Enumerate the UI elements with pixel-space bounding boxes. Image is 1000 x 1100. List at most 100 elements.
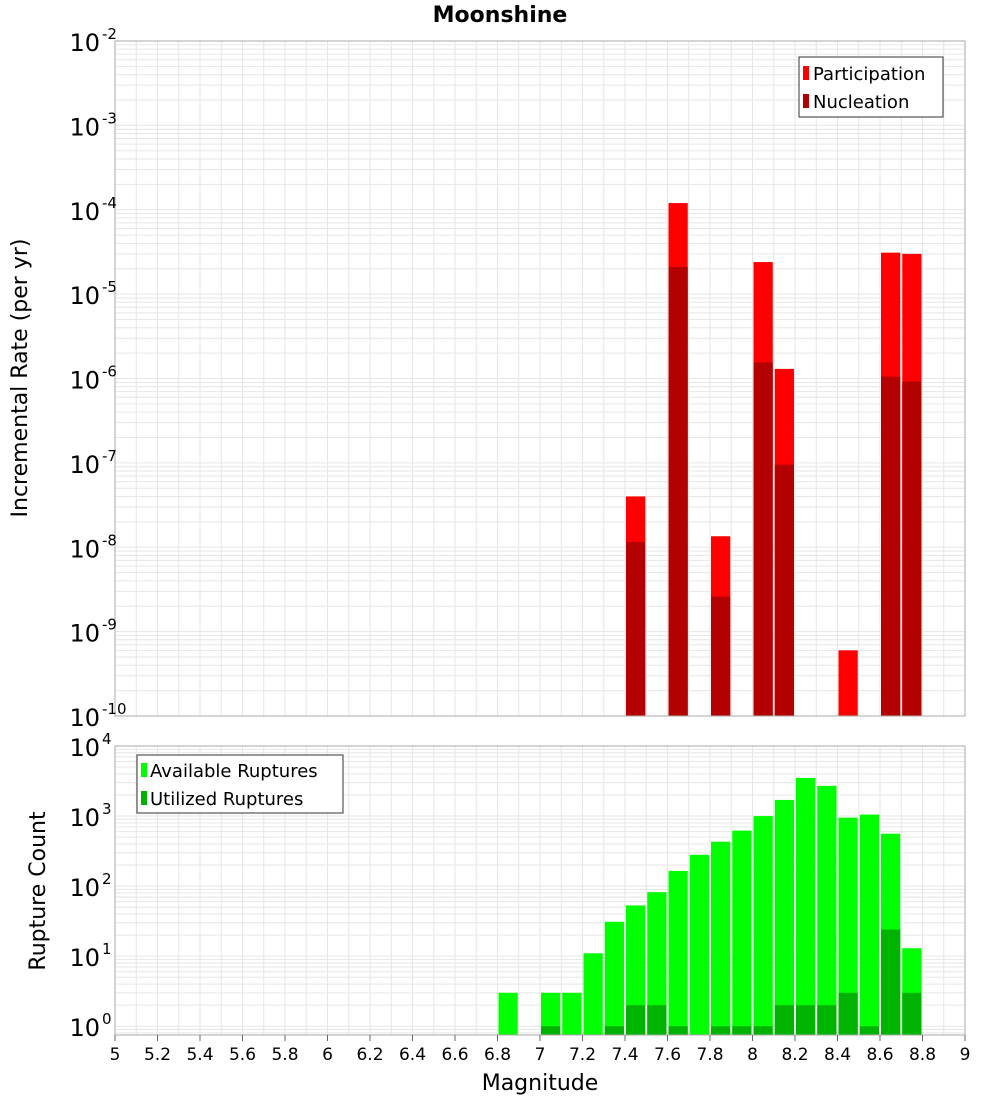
nucleation-bar bbox=[626, 542, 646, 716]
y-tick-base: 10 bbox=[69, 704, 100, 732]
utilized-ruptures-bar bbox=[711, 1026, 731, 1035]
utilized-ruptures-bar bbox=[626, 1005, 646, 1035]
available-ruptures-bar bbox=[626, 905, 646, 1035]
x-axis-label: Magnitude bbox=[482, 1071, 599, 1096]
legend-swatch-utilized bbox=[141, 791, 147, 805]
y-tick-base: 10 bbox=[69, 29, 100, 57]
x-tick-label: 8 bbox=[747, 1045, 758, 1065]
available-ruptures-bar bbox=[796, 777, 816, 1035]
y-tick-base: 10 bbox=[69, 282, 100, 310]
y-tick-base: 10 bbox=[69, 804, 100, 832]
y-tick-base: 10 bbox=[69, 874, 100, 902]
x-tick-label: 8.6 bbox=[866, 1045, 893, 1065]
bottom-legend: Available Ruptures Utilized Ruptures bbox=[136, 754, 344, 814]
y-tick-base: 10 bbox=[69, 198, 100, 226]
utilized-ruptures-bar bbox=[902, 992, 922, 1035]
x-tick-label: 5 bbox=[110, 1045, 121, 1065]
participation-bar bbox=[838, 650, 858, 716]
x-tick-label: 7 bbox=[535, 1045, 546, 1065]
utilized-ruptures-bar bbox=[753, 1026, 773, 1035]
available-ruptures-bar bbox=[753, 816, 773, 1035]
top-bars bbox=[626, 203, 922, 716]
nucleation-bar bbox=[711, 596, 731, 716]
y-tick-label: 10 -9 bbox=[69, 616, 117, 648]
nucleation-bar bbox=[774, 464, 794, 716]
y-tick-label: 10 3 bbox=[69, 800, 111, 832]
y-tick-exponent: -6 bbox=[102, 363, 117, 381]
bottom-bars bbox=[498, 777, 922, 1035]
x-tick-label: 7.4 bbox=[611, 1045, 638, 1065]
y-tick-exponent: -3 bbox=[102, 109, 117, 127]
y-tick-exponent: -4 bbox=[102, 194, 117, 212]
x-tick-label: 6.2 bbox=[356, 1045, 383, 1065]
legend-label-available: Available Ruptures bbox=[150, 761, 318, 782]
y-tick-base: 10 bbox=[69, 113, 100, 141]
y-tick-label: 10 4 bbox=[69, 730, 111, 762]
bottom-y-axis-label: Rupture Count bbox=[26, 811, 51, 971]
available-ruptures-bar bbox=[541, 992, 561, 1035]
top-panel: 10-210-310-410-510-610-710-810-910-10 In… bbox=[8, 25, 966, 732]
available-ruptures-bar bbox=[859, 814, 879, 1035]
y-tick-exponent: -7 bbox=[102, 447, 117, 465]
y-tick-exponent: 4 bbox=[102, 730, 112, 748]
available-ruptures-bar bbox=[498, 992, 518, 1035]
available-ruptures-bar bbox=[689, 854, 709, 1035]
y-tick-exponent: 0 bbox=[102, 1010, 112, 1028]
x-tick-label: 6.6 bbox=[441, 1045, 468, 1065]
available-ruptures-bar bbox=[583, 953, 603, 1035]
y-tick-label: 10 -4 bbox=[69, 194, 117, 226]
nucleation-bar bbox=[753, 362, 773, 716]
chart-title: Moonshine bbox=[433, 3, 568, 28]
top-plot-frame bbox=[114, 40, 966, 717]
top-y-axis-label: Incremental Rate (per yr) bbox=[8, 239, 33, 518]
bottom-grid bbox=[114, 745, 966, 1035]
y-tick-base: 10 bbox=[69, 734, 100, 762]
x-tick-label: 7.2 bbox=[569, 1045, 596, 1065]
y-tick-label: 10 -5 bbox=[69, 278, 117, 310]
y-tick-exponent: -5 bbox=[102, 278, 117, 296]
utilized-ruptures-bar bbox=[859, 1026, 879, 1035]
x-tick-label: 5.2 bbox=[144, 1045, 171, 1065]
legend-swatch-participation bbox=[803, 66, 809, 80]
available-ruptures-bar bbox=[838, 817, 858, 1035]
y-tick-exponent: 3 bbox=[102, 800, 112, 818]
available-ruptures-bar bbox=[817, 785, 837, 1035]
x-tick-label: 8.2 bbox=[781, 1045, 808, 1065]
legend-label-utilized: Utilized Ruptures bbox=[150, 789, 303, 810]
x-tick-label: 6 bbox=[322, 1045, 333, 1065]
legend-label-participation: Participation bbox=[813, 64, 925, 85]
y-tick-label: 10 -10 bbox=[69, 700, 126, 732]
x-tick-label: 7.6 bbox=[654, 1045, 681, 1065]
utilized-ruptures-bar bbox=[881, 929, 901, 1035]
y-tick-exponent: -10 bbox=[102, 700, 127, 718]
nucleation-bar bbox=[881, 376, 901, 716]
x-tick-label: 8.4 bbox=[824, 1045, 851, 1065]
x-tick-label: 6.8 bbox=[484, 1045, 511, 1065]
utilized-ruptures-bar bbox=[796, 1005, 816, 1035]
top-legend: Participation Nucleation bbox=[798, 56, 944, 118]
y-tick-label: 10 -3 bbox=[69, 109, 117, 141]
y-tick-exponent: 1 bbox=[102, 940, 112, 958]
y-tick-exponent: -2 bbox=[102, 25, 117, 43]
nucleation-bar bbox=[902, 381, 922, 716]
nucleation-bar bbox=[668, 266, 688, 716]
available-ruptures-bar bbox=[732, 830, 752, 1035]
x-tick-label: 6.4 bbox=[399, 1045, 426, 1065]
y-tick-base: 10 bbox=[69, 451, 100, 479]
top-grid bbox=[114, 40, 966, 717]
utilized-ruptures-bar bbox=[817, 1005, 837, 1035]
y-tick-base: 10 bbox=[69, 944, 100, 972]
top-legend-box bbox=[798, 56, 944, 118]
x-tick-label: 5.8 bbox=[271, 1045, 298, 1065]
y-tick-label: 10 2 bbox=[69, 870, 111, 902]
x-tick-label: 5.4 bbox=[186, 1045, 213, 1065]
available-ruptures-bar bbox=[668, 870, 688, 1035]
utilized-ruptures-bar bbox=[668, 1026, 688, 1035]
y-tick-base: 10 bbox=[69, 620, 100, 648]
available-ruptures-bar bbox=[711, 841, 731, 1035]
y-tick-base: 10 bbox=[69, 367, 100, 395]
y-tick-label: 10 -2 bbox=[69, 25, 117, 57]
